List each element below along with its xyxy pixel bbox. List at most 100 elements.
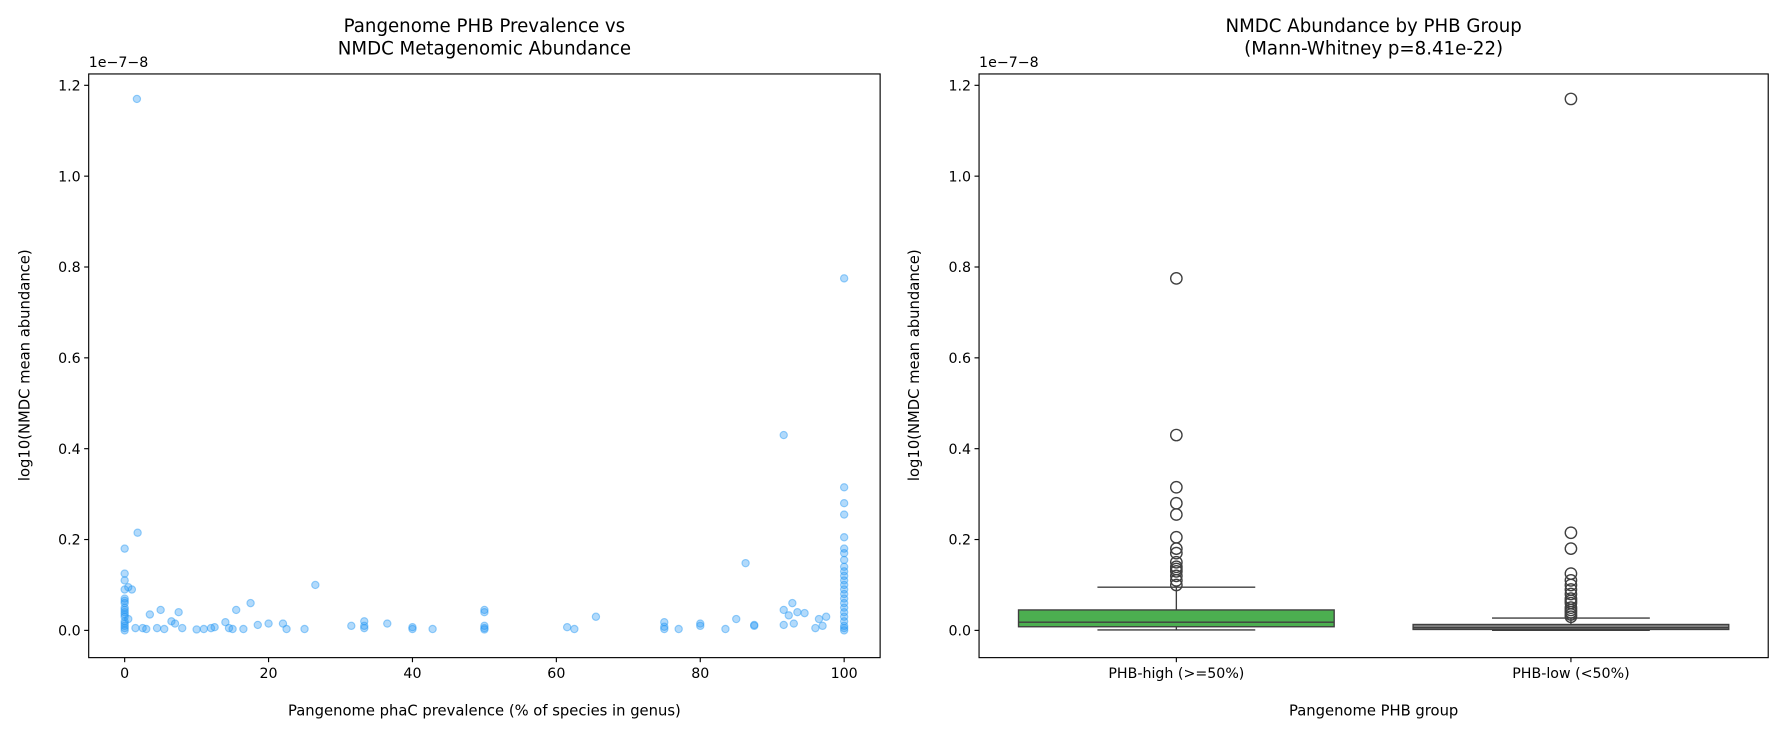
data-point <box>750 621 759 631</box>
data-point <box>562 622 572 632</box>
data-point <box>120 607 129 617</box>
y-tick-label: 0.0 <box>949 623 972 639</box>
data-point <box>120 594 129 603</box>
data-point <box>428 624 437 634</box>
data-point <box>839 274 849 283</box>
data-point <box>347 621 356 631</box>
data-point <box>120 626 129 635</box>
data-point <box>839 617 849 626</box>
data-point <box>142 624 151 634</box>
outlier-point <box>1169 564 1183 578</box>
outlier-point <box>1169 508 1183 521</box>
outlier-point <box>1564 578 1578 592</box>
x-tick-label: 40 <box>403 666 421 682</box>
data-point <box>839 603 849 612</box>
y-axis-label: log10(NMDC mean abundance) <box>17 249 34 481</box>
data-point <box>360 621 369 631</box>
data-point <box>839 580 849 590</box>
x-axis-label: Pangenome phaC prevalence (% of species … <box>288 703 681 720</box>
data-point <box>167 617 176 626</box>
offset-label: 1e−7−8 <box>979 55 1039 71</box>
x-tick-label: 0 <box>120 666 129 682</box>
outlier-point <box>1564 526 1578 540</box>
data-point <box>360 623 369 633</box>
data-point <box>779 605 788 615</box>
data-point <box>480 625 489 634</box>
data-point <box>178 623 187 633</box>
x-axis-label: Pangenome PHB group <box>1289 703 1458 720</box>
data-point <box>570 624 579 634</box>
data-point <box>131 623 140 633</box>
y-tick-label: 0.0 <box>58 623 81 639</box>
data-point <box>120 605 129 615</box>
outlier-point <box>1564 567 1578 580</box>
y-tick-label: 1.0 <box>58 169 81 185</box>
data-point <box>120 610 129 619</box>
outlier-point <box>1169 480 1183 494</box>
y-tick-label: 0.2 <box>949 533 972 549</box>
data-point <box>839 612 849 621</box>
data-point <box>821 612 831 621</box>
data-point <box>160 624 169 634</box>
data-point <box>839 607 849 617</box>
x-tick-label: 60 <box>547 666 565 682</box>
box <box>1017 609 1335 628</box>
data-point <box>779 430 788 440</box>
data-point <box>793 607 802 617</box>
data-point <box>839 510 849 519</box>
data-point <box>839 498 849 508</box>
data-point <box>246 598 255 608</box>
data-point <box>660 617 669 627</box>
outlier-point <box>1169 555 1183 569</box>
y-tick-label: 0.8 <box>58 260 81 276</box>
data-point <box>674 624 683 634</box>
data-point <box>814 614 824 624</box>
data-point <box>170 619 180 628</box>
data-point <box>278 619 288 628</box>
data-point <box>784 611 793 620</box>
x-tick-label: PHB-high (>=50%) <box>1108 666 1244 682</box>
data-point <box>721 624 730 634</box>
data-point <box>132 94 142 104</box>
data-point <box>124 583 133 592</box>
y-tick-label: 0.2 <box>58 533 81 549</box>
data-point <box>174 607 183 617</box>
data-point <box>696 619 705 628</box>
data-point <box>253 620 262 630</box>
offset-label: 1e−7−8 <box>89 55 149 71</box>
data-point <box>210 622 219 632</box>
outlier-point <box>1564 610 1578 624</box>
data-point <box>750 620 759 630</box>
data-point <box>839 621 849 631</box>
outlier-point <box>1564 587 1578 601</box>
chart-title-line2: NMDC Metagenomic Abundance <box>338 39 631 60</box>
x-tick-label: 80 <box>691 666 709 682</box>
data-point <box>224 623 234 633</box>
data-point <box>741 558 750 568</box>
data-point <box>480 623 489 633</box>
data-point <box>408 622 417 632</box>
data-point <box>120 619 129 628</box>
data-point <box>839 562 849 571</box>
chart-title-line1: Pangenome PHB Prevalence vs <box>344 16 626 37</box>
data-point <box>811 623 820 633</box>
data-point <box>788 598 797 608</box>
axes-frame <box>88 73 881 659</box>
y-tick-label: 1.2 <box>949 78 972 94</box>
data-point <box>839 594 849 603</box>
data-point <box>732 614 741 624</box>
data-point <box>480 607 489 617</box>
scatter-panel: Pangenome PHB Prevalence vs NMDC Metagen… <box>17 16 881 720</box>
y-axis-label: log10(NMDC mean abundance) <box>906 249 923 481</box>
data-point <box>660 622 669 631</box>
y-tick-label: 0.4 <box>58 442 81 458</box>
data-point <box>660 624 669 634</box>
data-point <box>231 605 241 615</box>
y-tick-label: 0.4 <box>949 442 972 458</box>
data-point <box>120 623 129 633</box>
data-point <box>120 603 129 612</box>
chart-title-line2: (Mann-Whitney p=8.41e-22) <box>1244 39 1503 60</box>
data-point <box>156 605 165 615</box>
outlier-point <box>1564 92 1578 106</box>
